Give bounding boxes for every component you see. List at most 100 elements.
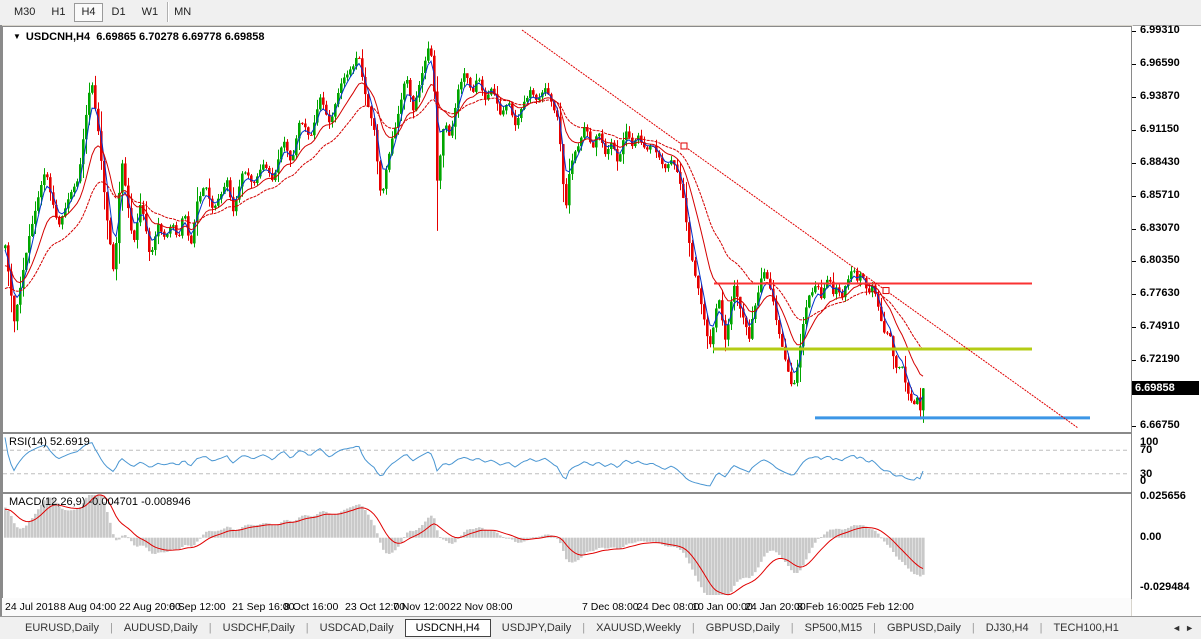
- macd-canvas: [4, 494, 925, 596]
- chart-tab-eurusd-daily[interactable]: EURUSD,Daily: [25, 622, 99, 634]
- date-axis-label: 7 Nov 12:00: [393, 601, 450, 613]
- price-axis-label: 6.99310: [1140, 24, 1180, 36]
- price-axis-label: 6.83070: [1140, 221, 1180, 234]
- macd-scale-label: 0.025656: [1140, 490, 1186, 502]
- date-axis-label: 6 Sep 12:00: [169, 601, 226, 613]
- tab-separator: |: [1039, 622, 1043, 634]
- rsi-scale-label: 100: [1140, 436, 1159, 448]
- timeframe-button-h4[interactable]: H4: [74, 3, 103, 22]
- macd-panel[interactable]: MACD(12,26,9) -0.004701 -0.008946: [2, 493, 1132, 599]
- chart-tab-bar: EURUSD,Daily | AUDUSD,Daily | USDCHF,Daily | U…: [0, 616, 1201, 639]
- tab-separator: |: [691, 622, 695, 634]
- chart-tab-audusd-daily[interactable]: AUDUSD,Daily: [123, 622, 198, 634]
- macd-scale-label: 0.00: [1140, 531, 1162, 543]
- price-axis-label: 6.91150: [1140, 122, 1180, 135]
- chart-tab-usdjpy-daily[interactable]: USDJPY,Daily: [501, 622, 572, 634]
- price-tick: [1132, 228, 1136, 230]
- chart-tab-gbpusd-daily[interactable]: GBPUSD,Daily: [886, 622, 961, 634]
- tab-separator: |: [305, 622, 309, 634]
- timeframe-button-m30[interactable]: M30: [14, 6, 36, 18]
- chart-tab-gbpusd-daily[interactable]: GBPUSD,Daily: [705, 622, 780, 634]
- price-tick: [1132, 129, 1136, 131]
- price-axis-label: 6.74910: [1140, 320, 1180, 333]
- date-axis-label: 21 Sep 16:00: [232, 601, 295, 613]
- price-axis-label: 6.88430: [1140, 155, 1180, 168]
- chart-quote-values: 6.69865 6.70278 6.69778 6.69858: [96, 31, 265, 43]
- rsi-scale-label: 70: [1140, 444, 1153, 456]
- rsi-value: 52.6919: [49, 436, 90, 448]
- price-axis-label: 6.96590: [1140, 56, 1180, 69]
- chart-dropdown-icon[interactable]: ▼: [13, 32, 21, 41]
- date-axis-label: 22 Aug 20:00: [119, 601, 181, 613]
- rsi-scale-label: 0: [1140, 475, 1147, 487]
- date-axis-label: 7 Dec 08:00: [582, 601, 639, 613]
- tab-separator: |: [582, 622, 586, 634]
- macd-scale-label: -0.029484: [1140, 581, 1190, 593]
- tab-scroll-left-icon: ◄: [1172, 623, 1186, 633]
- price-axis-label: 6.66750: [1140, 419, 1180, 432]
- price-tick: [1132, 31, 1136, 32]
- timeframe-button-h1[interactable]: H1: [51, 6, 66, 18]
- price-tick: [1132, 96, 1136, 98]
- tab-separator: |: [971, 622, 975, 634]
- rsi-line: [4, 437, 924, 487]
- rsi-canvas: [3, 437, 1129, 487]
- price-tick: [1132, 195, 1136, 197]
- chart-title: ▼ USDCNH,H4 6.69865 6.70278 6.69778 6.698…: [13, 31, 264, 43]
- chart-tab-usdcad-daily[interactable]: USDCAD,Daily: [319, 622, 394, 634]
- date-axis-label: 8 Feb 16:00: [797, 601, 854, 613]
- date-axis-label: 10 Jan 00:00: [692, 601, 753, 613]
- trendline-handle[interactable]: [680, 142, 688, 150]
- date-scale[interactable]: 24 Jul 2018 8 Aug 04:00 22 Aug 20:00 6 Sep …: [2, 598, 1131, 616]
- chart-tab-xauusd-weekly[interactable]: XAUUSD,Weekly: [596, 622, 681, 634]
- chart-tab-dj30-h4[interactable]: DJ30,H4: [985, 622, 1029, 634]
- rsi-label: RSI(14) 52.6919: [9, 436, 90, 448]
- price-tick: [1132, 426, 1136, 428]
- tab-separator: |: [109, 622, 113, 634]
- timeframe-toolbar: M30 H1 H4 D1 W1 MN: [0, 0, 1201, 26]
- main-chart-canvas[interactable]: [3, 27, 1129, 430]
- macd-values: -0.004701 -0.008946: [88, 496, 191, 508]
- price-axis-label: 6.85710: [1140, 188, 1180, 201]
- date-axis-label: 8 Aug 04:00: [60, 601, 117, 613]
- price-scale[interactable]: [1132, 26, 1201, 616]
- date-axis-label: 23 Oct 12:00: [345, 601, 406, 613]
- date-axis-label: 24 Jul 2018: [5, 601, 60, 613]
- price-tick: [1132, 327, 1136, 329]
- trendline-handle[interactable]: [882, 287, 890, 295]
- price-tick: [1132, 162, 1136, 164]
- price-axis-label: 6.80350: [1140, 254, 1180, 267]
- price-tick: [1132, 360, 1136, 362]
- rsi-scale-label: 30: [1140, 468, 1153, 480]
- chart-tab-usdchf-daily[interactable]: USDCHF,Daily: [222, 622, 295, 634]
- date-axis-label: 24 Jan 20:00: [745, 601, 806, 613]
- price-tick: [1132, 294, 1136, 296]
- macd-label: MACD(12,26,9) -0.004701 -0.008946: [9, 496, 191, 508]
- current-price-badge: 6.69858: [1132, 381, 1199, 396]
- toolbar-separator: [167, 2, 168, 22]
- date-axis-label: 25 Feb 12:00: [852, 601, 914, 613]
- date-axis-label: 24 Dec 08:00: [637, 601, 700, 613]
- tab-separator: |: [208, 622, 212, 634]
- rsi-panel[interactable]: RSI(14) 52.6919: [2, 433, 1132, 493]
- chart-tab-usdcnh-h4[interactable]: USDCNH,H4: [404, 619, 491, 637]
- timeframe-button-mn[interactable]: MN: [174, 6, 192, 18]
- tab-scroll-right-icon: ►: [1185, 623, 1198, 633]
- tab-separator: |: [873, 622, 876, 634]
- timeframe-button-w1[interactable]: W1: [141, 6, 159, 18]
- date-axis-label: 8 Oct 16:00: [284, 601, 339, 613]
- tab-scroll-arrows[interactable]: ◄►: [1172, 623, 1198, 633]
- macd-signal-line: [4, 494, 924, 596]
- chart-tab-sp500-m15[interactable]: SP500,M15: [804, 622, 863, 634]
- date-axis-label: 22 Nov 08:00: [450, 601, 513, 613]
- price-axis-label: 6.77630: [1140, 287, 1180, 300]
- tab-separator: |: [790, 622, 794, 634]
- price-tick: [1132, 63, 1136, 65]
- price-axis-label: 6.72190: [1140, 353, 1180, 366]
- chart-symbol-label: USDCNH,H4: [25, 31, 91, 43]
- price-tick: [1132, 261, 1136, 263]
- chart-tab-tech100-h1[interactable]: TECH100,H1: [1053, 622, 1119, 634]
- price-axis-label: 6.93870: [1140, 89, 1180, 102]
- timeframe-button-d1[interactable]: D1: [111, 6, 126, 18]
- main-chart-panel[interactable]: ▼ USDCNH,H4 6.69865 6.70278 6.69778 6.698…: [2, 26, 1132, 433]
